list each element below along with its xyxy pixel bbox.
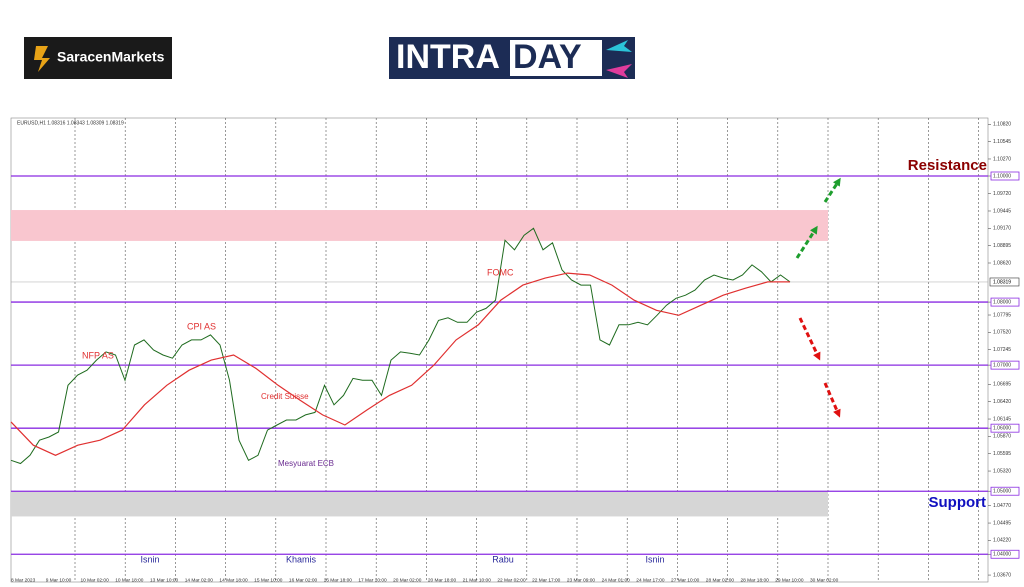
support-zone — [11, 491, 828, 517]
y-tick-label: 1.07795 — [993, 312, 1011, 318]
y-tick-label: 1.06000 — [993, 426, 1011, 432]
forecast-arrowhead — [810, 225, 818, 235]
x-tick-label: 16 Mar 02:00 — [289, 577, 318, 583]
x-tick-label: 15 Mar 10:00 — [254, 577, 283, 583]
y-tick-label: 1.06420 — [993, 399, 1011, 405]
annotation: Support — [929, 494, 987, 511]
banner-box — [510, 40, 602, 76]
y-tick-label: 1.07000 — [993, 362, 1011, 368]
x-tick-label: 20 Mar 02:00 — [393, 577, 422, 583]
x-tick-label: 28 Mar 02:00 — [706, 577, 735, 583]
day-label: Rabu — [492, 554, 514, 564]
forecast-arrow — [823, 181, 840, 203]
y-tick-label: 1.08895 — [993, 243, 1011, 249]
x-tick-label: 28 Mar 18:00 — [741, 577, 770, 583]
banner-part2: DAY — [513, 38, 582, 76]
annotation: NFP AS — [82, 350, 114, 360]
forecast-arrowhead — [813, 351, 821, 361]
annotation: Credit Suisse — [261, 392, 309, 401]
y-tick-label: 1.03670 — [993, 572, 1011, 578]
y-tick-label: 1.05595 — [993, 451, 1011, 457]
x-tick-label: 24 Mar 01:00 — [602, 577, 631, 583]
x-tick-label: 14 Mar 02:00 — [185, 577, 214, 583]
day-label: Isnin — [645, 554, 664, 564]
x-tick-label: 29 Mar 10:00 — [775, 577, 804, 583]
x-tick-label: 22 Mar 02:00 — [497, 577, 526, 583]
price-line — [10, 227, 791, 465]
banner-part1: INTRA — [396, 38, 500, 76]
y-tick-label: 1.06145 — [993, 416, 1011, 422]
y-tick-label: 1.04770 — [993, 503, 1011, 509]
x-tick-label: 9 Mar 10:00 — [46, 577, 72, 583]
x-tick-label: 10 Mar 02:00 — [80, 577, 109, 583]
annotation: Resistance — [908, 157, 987, 174]
x-tick-label: 8 Mar 2023 — [11, 577, 36, 583]
day-label: Khamis — [286, 554, 317, 564]
y-tick-label: 1.09720 — [993, 191, 1011, 197]
level-tag — [990, 297, 1020, 307]
y-tick-label: 1.06695 — [993, 382, 1011, 388]
level-tag — [990, 486, 1020, 496]
y-tick-label: 1.08000 — [993, 299, 1011, 305]
y-tick-label: 1.07245 — [993, 347, 1011, 353]
y-tick-label: 1.08620 — [993, 260, 1011, 266]
x-tick-label: 14 Mar 18:00 — [219, 577, 248, 583]
x-tick-label: 27 Mar 10:00 — [671, 577, 700, 583]
forecast-arrowhead — [833, 177, 841, 187]
y-tick-label: 1.10820 — [993, 122, 1011, 128]
y-tick-label: 1.10270 — [993, 156, 1011, 162]
current-price-tag — [989, 277, 1020, 287]
x-tick-label: 10 Mar 18:00 — [115, 577, 144, 583]
banner-arrow-up — [606, 40, 632, 52]
y-tick-label: 1.04495 — [993, 520, 1011, 526]
y-tick-label: 1.07520 — [993, 330, 1011, 336]
y-tick-label: 1.09445 — [993, 208, 1011, 214]
x-tick-label: 16 Mar 18:00 — [324, 577, 353, 583]
x-tick-label: 21 Mar 10:00 — [463, 577, 492, 583]
level-tag — [990, 423, 1020, 433]
plot-frame — [10, 117, 989, 583]
y-tick-label: 1.10545 — [993, 139, 1011, 145]
x-tick-label: 23 Mar 09:00 — [567, 577, 596, 583]
x-tick-label: 22 Mar 17:00 — [532, 577, 561, 583]
forecast-arrowhead — [833, 408, 841, 418]
current-price-label: 1.08319 — [993, 279, 1011, 285]
y-tick-label: 1.04000 — [993, 552, 1011, 558]
x-tick-label: 24 Mar 17:00 — [636, 577, 665, 583]
forecast-arrow — [795, 229, 817, 259]
x-tick-label: 13 Mar 10:00 — [150, 577, 179, 583]
level-tag — [990, 171, 1020, 181]
banner-arrow-down — [606, 64, 632, 78]
x-tick-label: 20 Mar 18:00 — [428, 577, 457, 583]
brand-icon — [34, 46, 50, 72]
day-label: Isnin — [140, 554, 159, 564]
y-tick-label: 1.05000 — [993, 489, 1011, 495]
y-tick-label: 1.04220 — [993, 538, 1011, 544]
y-tick-label: 1.05320 — [993, 468, 1011, 474]
y-tick-label: 1.05870 — [993, 434, 1011, 440]
y-tick-label: 1.09170 — [993, 226, 1011, 232]
annotation: CPI AS — [187, 321, 216, 331]
chart-header: EURUSD,H1 1.08316 1.08343 1.08309 1.0831… — [17, 120, 124, 126]
brand-name: SaracenMarkets — [57, 49, 165, 65]
level-tag — [990, 360, 1020, 370]
x-tick-label: 30 Mar 02:00 — [810, 577, 839, 583]
annotation: FOMC — [487, 267, 514, 277]
annotation: Mesyuarat ECB — [278, 459, 334, 468]
level-tag — [990, 549, 1020, 559]
price-line — [10, 272, 790, 456]
forecast-arrow — [798, 317, 820, 357]
resistance-zone — [11, 210, 828, 241]
forecast-arrow — [823, 382, 840, 414]
y-tick-label: 1.10000 — [993, 173, 1011, 179]
x-tick-label: 17 Mar 10:00 — [358, 577, 387, 583]
